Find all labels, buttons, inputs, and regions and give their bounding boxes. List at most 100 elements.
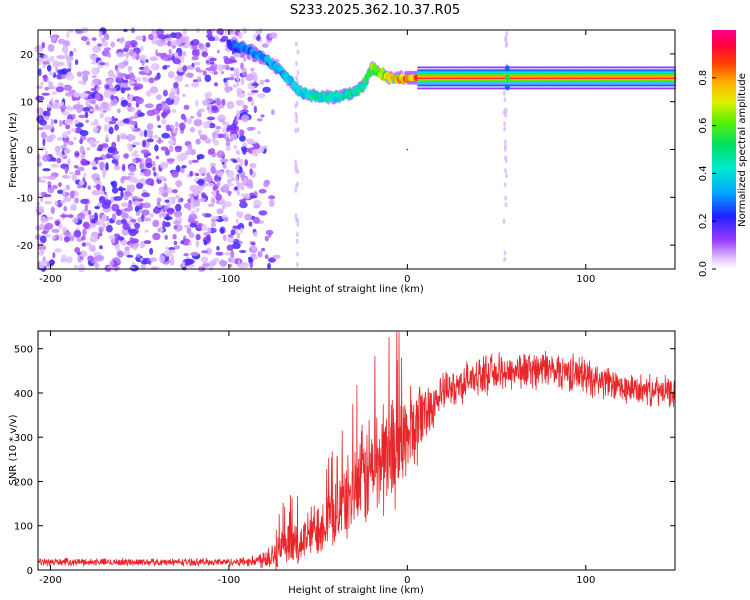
noise-blob bbox=[245, 73, 254, 82]
ridge-band bbox=[452, 79, 455, 82]
noise-blob bbox=[74, 247, 81, 254]
noise-blob bbox=[60, 101, 65, 106]
ridge-band bbox=[646, 87, 649, 90]
ridge-band bbox=[468, 74, 471, 76]
ridge-band bbox=[663, 82, 666, 85]
ridge-band bbox=[509, 76, 511, 78]
ridge-band bbox=[645, 77, 647, 79]
ridge-band bbox=[592, 66, 595, 69]
noise-blob bbox=[135, 77, 141, 82]
ridge-band bbox=[570, 69, 572, 72]
ridge-band bbox=[633, 77, 636, 79]
ridge-band bbox=[606, 84, 609, 87]
ridge-band bbox=[584, 77, 586, 79]
noise-blob bbox=[108, 87, 118, 92]
ridge-band bbox=[662, 74, 665, 76]
ridge-band bbox=[600, 76, 602, 78]
ridge-band bbox=[572, 74, 575, 76]
ridge-band bbox=[539, 66, 541, 69]
ridge-band bbox=[611, 66, 613, 69]
noise-blob bbox=[220, 71, 225, 75]
noise-blob bbox=[152, 232, 161, 241]
ridge-band bbox=[591, 82, 594, 85]
noise-blob bbox=[126, 105, 133, 112]
noise-blob bbox=[250, 99, 255, 107]
ridge-band bbox=[525, 76, 528, 78]
ridge-band bbox=[560, 74, 563, 76]
ridge-band bbox=[481, 82, 484, 85]
ridge-band bbox=[544, 87, 547, 90]
ridge-band bbox=[576, 66, 579, 69]
ridge-band bbox=[429, 84, 431, 87]
ridge-band bbox=[442, 79, 444, 82]
ridge-band bbox=[437, 74, 440, 76]
ridge-band bbox=[599, 82, 601, 85]
ridge-band bbox=[448, 79, 450, 82]
ridge-band bbox=[493, 66, 495, 69]
ridge-band bbox=[631, 79, 634, 82]
ridge-band bbox=[609, 76, 611, 78]
noise-blob bbox=[127, 66, 132, 73]
ridge-band bbox=[659, 66, 661, 69]
ridge-band bbox=[546, 74, 549, 76]
ridge-band bbox=[482, 77, 485, 79]
ridge-band bbox=[565, 71, 567, 74]
ridge-band bbox=[591, 76, 594, 78]
ridge-band bbox=[579, 87, 581, 90]
ridge-band bbox=[658, 74, 660, 76]
ridge-band bbox=[477, 79, 479, 82]
ridge-band bbox=[484, 79, 487, 82]
ridge-band bbox=[587, 69, 590, 72]
ridge-band bbox=[495, 87, 498, 90]
noise-blob bbox=[173, 52, 179, 57]
ridge-band bbox=[494, 66, 496, 69]
ridge-band bbox=[434, 87, 437, 90]
ridge-band bbox=[629, 77, 631, 79]
ridge-band bbox=[453, 87, 456, 90]
ridge-band bbox=[417, 71, 419, 74]
ridge-band bbox=[559, 84, 562, 87]
noise-blob bbox=[94, 92, 101, 101]
ridge-band bbox=[430, 87, 432, 90]
noise-blob bbox=[162, 220, 167, 229]
noise-blob bbox=[218, 260, 228, 266]
ridge-band bbox=[612, 84, 614, 87]
ridge-band bbox=[653, 87, 656, 90]
x-tick-label: 0 bbox=[404, 575, 410, 586]
ridge-band bbox=[673, 82, 675, 85]
ridge-band bbox=[652, 79, 655, 82]
ridge-band bbox=[519, 66, 521, 69]
ridge-band bbox=[617, 78, 620, 80]
ridge-band bbox=[605, 79, 608, 82]
ridge-band bbox=[496, 69, 499, 72]
noise-blob bbox=[79, 253, 88, 257]
ridge-band bbox=[481, 87, 484, 90]
ridge-band bbox=[478, 66, 480, 69]
ridge-band bbox=[626, 76, 628, 78]
noise-blob bbox=[113, 165, 121, 171]
ridge-band bbox=[637, 66, 640, 69]
ridge-band bbox=[615, 66, 617, 69]
noise-blob bbox=[69, 50, 74, 57]
ridge-band bbox=[672, 77, 674, 79]
ridge-band bbox=[598, 66, 600, 69]
ridge-band bbox=[597, 87, 599, 90]
ridge-band bbox=[651, 76, 654, 78]
ridge-band bbox=[528, 79, 531, 82]
ridge-band bbox=[440, 78, 443, 80]
ridge-band bbox=[417, 82, 419, 85]
ridge-band bbox=[603, 74, 606, 76]
noise-blob bbox=[171, 108, 177, 114]
ridge-band bbox=[643, 79, 645, 82]
noise-blob bbox=[133, 85, 140, 91]
ridge-band bbox=[511, 74, 514, 76]
noise-blob bbox=[92, 166, 98, 170]
ridge-band bbox=[590, 82, 593, 85]
ridge-band bbox=[596, 76, 598, 78]
ridge-band bbox=[471, 74, 474, 76]
ridge-band bbox=[435, 69, 438, 72]
ridge-band bbox=[573, 87, 576, 90]
ridge-band bbox=[531, 84, 534, 87]
ridge-band bbox=[636, 78, 639, 80]
